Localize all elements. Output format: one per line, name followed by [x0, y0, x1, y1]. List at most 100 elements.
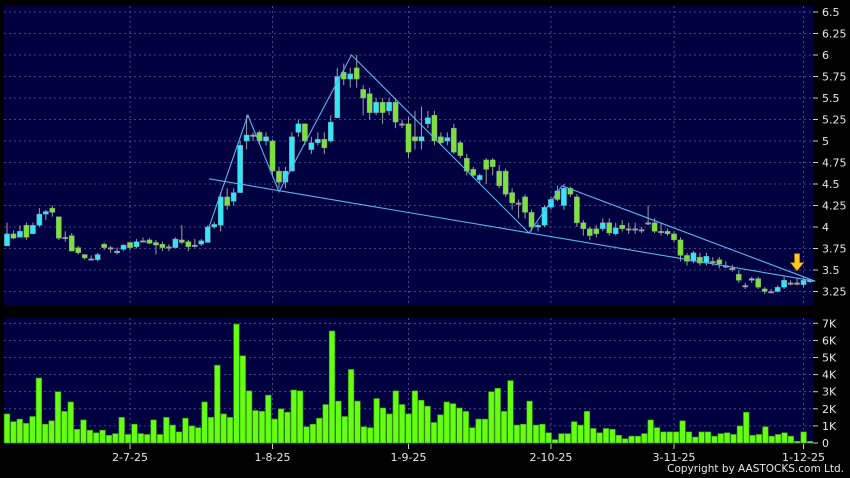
- volume-bar: [685, 431, 693, 444]
- candle-body: [412, 136, 418, 142]
- candle-body: [191, 244, 198, 247]
- candle-body: [81, 254, 88, 259]
- volume-bar: [169, 424, 176, 444]
- candle-body: [690, 252, 697, 262]
- candle-body: [276, 170, 282, 183]
- volume-bar: [628, 435, 635, 444]
- volume-bar: [309, 423, 317, 444]
- volume-bar: [545, 432, 552, 444]
- volume-bar: [175, 431, 183, 444]
- candle-body: [405, 123, 412, 153]
- volume-bar: [622, 438, 629, 444]
- volume-bar: [373, 398, 380, 444]
- candle-body: [658, 231, 664, 234]
- candle-body: [651, 222, 658, 232]
- volume-bar: [539, 423, 546, 444]
- volume-bar: [214, 364, 221, 444]
- candle-body: [625, 228, 632, 231]
- volume-tick-label: 5K: [822, 352, 837, 365]
- price-tick-label: 4.75: [822, 157, 847, 170]
- volume-bar: [507, 380, 514, 444]
- volume-bar: [252, 410, 259, 444]
- volume-bar: [316, 417, 323, 444]
- candle-body: [768, 291, 774, 294]
- volume-bar: [265, 394, 272, 444]
- candle-body: [535, 225, 541, 228]
- candle-body: [366, 93, 373, 113]
- candle-body: [755, 278, 761, 288]
- volume-bar: [399, 404, 406, 444]
- volume-bar: [328, 330, 336, 444]
- volume-bar: [653, 427, 661, 444]
- candle-body: [794, 282, 800, 285]
- candle-body: [243, 134, 250, 142]
- candle-body: [327, 121, 334, 142]
- candle-body: [295, 123, 302, 133]
- volume-bar: [233, 323, 240, 444]
- volume-bar: [379, 407, 387, 444]
- candle-body: [353, 67, 360, 80]
- volume-bar: [392, 390, 399, 444]
- candle-body: [62, 237, 69, 240]
- volume-bar: [341, 416, 348, 444]
- volume-bar: [93, 432, 100, 444]
- price-tick-label: 5.5: [822, 92, 840, 105]
- volume-bar: [137, 433, 144, 444]
- volume-tick-label: 4K: [822, 369, 837, 382]
- candle-body: [431, 114, 438, 142]
- volume-bar: [411, 390, 418, 444]
- volume-bar: [469, 427, 476, 444]
- candle-body: [774, 287, 781, 292]
- volume-bar: [450, 403, 457, 444]
- volume-bar: [551, 439, 559, 444]
- candle-body: [645, 222, 651, 225]
- candle-body: [638, 229, 645, 232]
- volume-bar: [226, 417, 234, 444]
- price-tick-label: 4.5: [822, 178, 840, 191]
- date-tick-label: 2-10-25: [529, 451, 572, 464]
- volume-bar: [195, 427, 202, 444]
- candle-body: [4, 233, 10, 247]
- volume-bar: [437, 414, 444, 444]
- volume-bar: [806, 440, 814, 444]
- volume-bar: [131, 423, 138, 444]
- volume-bar: [615, 435, 622, 444]
- volume-bar: [80, 419, 87, 444]
- volume-bar: [666, 431, 673, 444]
- volume-bar: [634, 435, 642, 444]
- candle-body: [599, 222, 606, 229]
- candle-body: [729, 268, 736, 270]
- price-tick-label: 3.25: [822, 286, 847, 299]
- volume-bar: [456, 407, 463, 444]
- candle-body: [153, 242, 159, 246]
- candle-body: [548, 199, 554, 208]
- volume-tick-label: 2K: [822, 403, 837, 416]
- volume-bar: [16, 418, 23, 444]
- date-tick-label: 1-12-25: [782, 451, 825, 464]
- candle-body: [43, 211, 49, 215]
- candle-body: [425, 117, 431, 124]
- candle-body: [302, 123, 308, 142]
- candle-body: [379, 102, 386, 113]
- volume-tick-label: 6K: [822, 334, 837, 347]
- volume-bar: [717, 433, 724, 444]
- volume-bar: [258, 411, 266, 444]
- volume-bar: [405, 413, 412, 444]
- volume-bar: [749, 435, 756, 444]
- price-tick-label: 4.25: [822, 200, 847, 213]
- candle-body: [612, 227, 619, 235]
- price-tick-label: 5: [822, 135, 829, 148]
- volume-bar: [768, 435, 775, 444]
- volume-bar: [348, 369, 355, 444]
- candle-body: [17, 231, 23, 238]
- candle-body: [133, 241, 140, 247]
- candle-body: [438, 136, 444, 143]
- volume-bar: [430, 422, 438, 444]
- candle-body: [444, 137, 451, 142]
- candle-body: [198, 240, 205, 245]
- volume-bar: [418, 399, 425, 444]
- candle-body: [179, 239, 185, 243]
- volume-bar: [99, 429, 106, 444]
- volume-bar: [74, 429, 81, 444]
